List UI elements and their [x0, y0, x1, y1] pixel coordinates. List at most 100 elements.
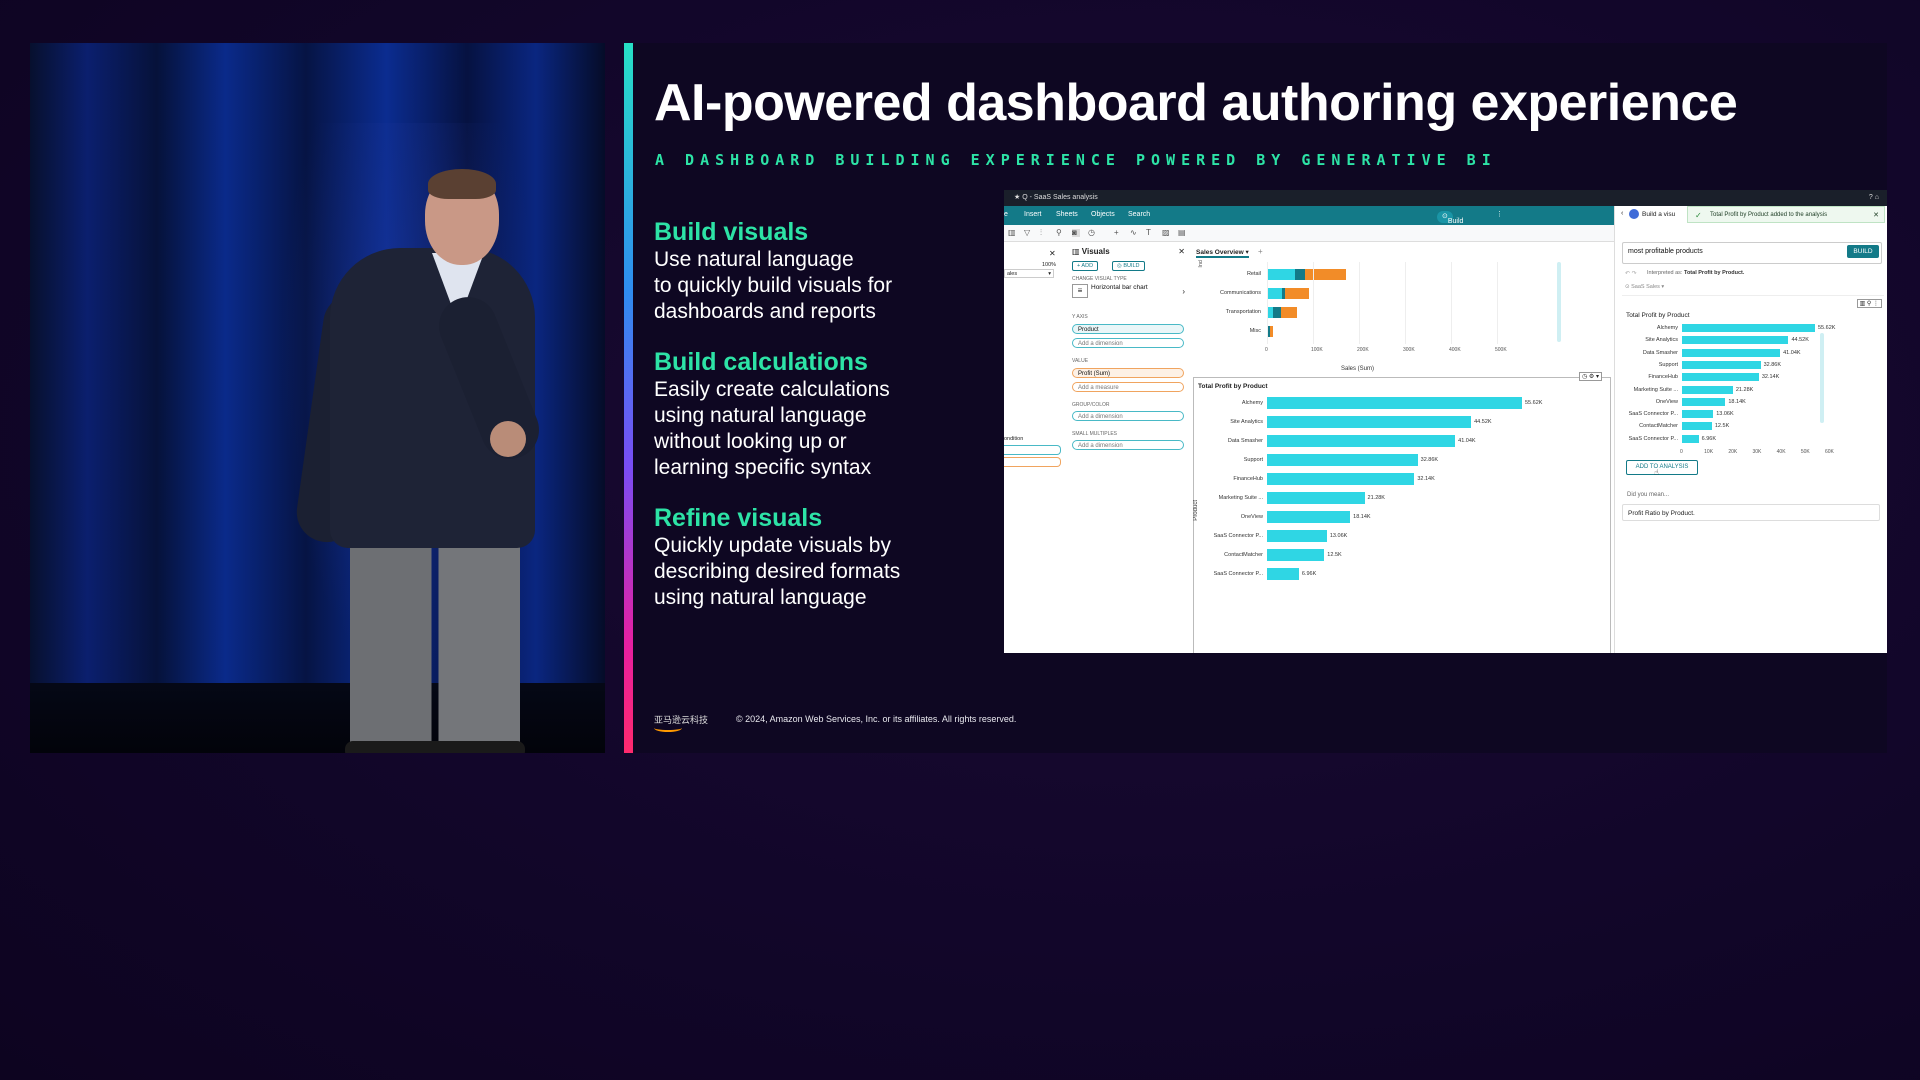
bar-row[interactable]: Data Smasher 41.04K — [1643, 348, 1815, 357]
bar-row[interactable]: Site Analytics 44.52K — [1230, 416, 1522, 428]
dataset-selector[interactable]: ⊙ SaaS Sales ▾ — [1625, 284, 1665, 290]
bar[interactable] — [1682, 360, 1761, 369]
more-icon[interactable]: ⋮ — [1496, 211, 1503, 218]
close-icon[interactable]: ✕ — [1049, 249, 1056, 258]
bar[interactable] — [1682, 385, 1733, 394]
bar[interactable] — [1267, 492, 1365, 504]
bar-row[interactable]: SaaS Connector P... 6.96K — [1214, 568, 1522, 580]
bar[interactable] — [1682, 434, 1699, 443]
bar-row[interactable]: Alchemy 55.62K — [1242, 397, 1542, 409]
build-visual-button[interactable]: ⊙ Build visual — [1437, 211, 1466, 237]
bar[interactable] — [1267, 530, 1327, 542]
add-dimension-field[interactable]: Add a dimension — [1072, 338, 1184, 348]
build-button[interactable]: ◎ BUILD — [1112, 261, 1145, 271]
chart-icon[interactable]: ▥ — [1008, 228, 1016, 237]
bar[interactable] — [1682, 336, 1789, 345]
bar[interactable] — [1267, 397, 1522, 409]
image-icon[interactable]: ▨ — [1162, 228, 1170, 237]
text-icon[interactable]: T — [1146, 228, 1151, 237]
menu-item[interactable]: e — [1004, 211, 1008, 218]
stacked-bar-segment[interactable] — [1267, 288, 1282, 299]
bar-row[interactable]: OneView 18.14K — [1656, 397, 1815, 406]
stacked-bar-segment[interactable] — [1267, 269, 1295, 280]
bar-row[interactable]: Marketing Suite ... 21.28K — [1219, 492, 1522, 504]
bar-row[interactable]: Marketing Suite ... 21.28K — [1634, 385, 1815, 394]
bar-row[interactable]: SaaS Connector P... 13.06K — [1214, 530, 1522, 542]
bar[interactable] — [1267, 568, 1299, 580]
stacked-bar-segment[interactable] — [1269, 326, 1273, 337]
bar-row[interactable]: SaaS Connector P... 6.96K — [1629, 434, 1815, 443]
stacked-bar-segment[interactable] — [1294, 269, 1306, 280]
bar-row[interactable]: FinanceHub 32.14K — [1233, 473, 1522, 485]
bar[interactable] — [1267, 454, 1418, 466]
condition-field[interactable] — [1004, 457, 1061, 467]
filter-icon[interactable]: ▽ — [1024, 228, 1031, 237]
add-to-analysis-button[interactable]: ADD TO ANALYSIS — [1626, 460, 1698, 475]
bar[interactable] — [1682, 422, 1712, 431]
bar[interactable] — [1682, 410, 1714, 419]
bar[interactable] — [1682, 397, 1726, 406]
build-button[interactable]: BUILD — [1847, 245, 1879, 258]
close-icon[interactable]: ✕ — [1178, 247, 1185, 256]
bar[interactable] — [1267, 416, 1472, 428]
bar-row[interactable]: OneView 18.14K — [1241, 511, 1522, 523]
horizontal-bar-chart-icon[interactable]: ≡ — [1072, 284, 1088, 298]
value-field[interactable]: Profit (Sum) — [1072, 368, 1184, 378]
bar[interactable] — [1267, 435, 1456, 447]
help-icon[interactable]: ? ⌂ — [1868, 194, 1879, 201]
stacked-bar-segment[interactable] — [1285, 288, 1309, 299]
bar-row[interactable]: FinanceHub 32.14K — [1648, 373, 1815, 382]
visual-menu-icon[interactable]: ◷ ⚙ ▾ — [1579, 372, 1602, 381]
undo-redo-icon[interactable]: ↶ ↷ — [1625, 271, 1637, 277]
menu-objects[interactable]: Objects — [1091, 211, 1115, 218]
y-axis-field[interactable]: Product — [1072, 324, 1184, 334]
bar-row[interactable]: ContactMatcher 12.5K — [1224, 549, 1522, 561]
bar[interactable] — [1682, 348, 1781, 357]
bar-row[interactable]: Support 32.86K — [1659, 360, 1815, 369]
stacked-bar-segment[interactable] — [1267, 326, 1270, 337]
condition-field[interactable] — [1004, 445, 1061, 455]
bar[interactable] — [1267, 549, 1325, 561]
add-sheet-icon[interactable]: + — [1258, 247, 1263, 256]
visual-icon[interactable]: ◙ — [1072, 229, 1080, 237]
menu-insert[interactable]: Insert — [1024, 211, 1042, 218]
bar-row[interactable]: Support 32.86K — [1244, 454, 1522, 466]
add-icon[interactable]: + — [1114, 228, 1119, 237]
back-chevron-icon[interactable]: ‹ — [1621, 210, 1624, 217]
sliders-icon[interactable]: ⫶ — [1040, 228, 1042, 237]
scrollbar[interactable] — [1557, 262, 1561, 342]
dataset-dropdown[interactable]: ales ▾ — [1004, 269, 1054, 278]
bar[interactable] — [1682, 373, 1759, 382]
stacked-bar-segment[interactable] — [1305, 269, 1346, 280]
add-dimension-field[interactable]: Add a dimension — [1072, 411, 1184, 421]
bar-row[interactable]: SaaS Connector P... 13.06K — [1629, 410, 1815, 419]
stacked-bar-segment[interactable] — [1281, 288, 1286, 299]
bar-row[interactable]: ContactMatcher 12.5K — [1639, 422, 1815, 431]
query-input[interactable]: most profitable products — [1622, 242, 1882, 264]
stacked-bar-segment[interactable] — [1273, 307, 1282, 318]
bar[interactable] — [1267, 473, 1415, 485]
table-icon[interactable]: ▤ — [1178, 228, 1186, 237]
tab-sales-overview[interactable]: Sales Overview ▾ — [1196, 249, 1249, 258]
bar-row[interactable]: Alchemy 55.62K — [1657, 324, 1835, 332]
add-dimension-field[interactable]: Add a dimension — [1072, 440, 1184, 450]
suggestion-item[interactable]: Profit Ratio by Product. — [1622, 504, 1880, 521]
bar[interactable] — [1682, 324, 1815, 332]
line-icon[interactable]: ∿ — [1130, 228, 1137, 237]
bar-row[interactable]: Site Analytics 44.52K — [1645, 336, 1815, 345]
add-measure-field[interactable]: Add a measure — [1072, 382, 1184, 392]
main-chart-frame[interactable] — [1193, 377, 1611, 653]
menu-search[interactable]: Search — [1128, 211, 1151, 218]
chevron-right-icon[interactable]: › — [1182, 287, 1185, 296]
menu-sheets[interactable]: Sheets — [1056, 211, 1078, 218]
close-icon[interactable]: ✕ — [1873, 212, 1879, 219]
bar-row[interactable]: Data Smasher 41.04K — [1228, 435, 1522, 447]
visual-type-label[interactable]: Horizontal bar chart — [1091, 284, 1148, 291]
stacked-bar-segment[interactable] — [1267, 307, 1274, 318]
add-button[interactable]: + ADD — [1072, 261, 1099, 271]
pin-icon[interactable]: ⚲ — [1056, 228, 1062, 237]
clock-icon[interactable]: ◷ — [1088, 228, 1095, 237]
bar[interactable] — [1267, 511, 1351, 523]
scrollbar[interactable] — [1820, 333, 1824, 423]
chart-options-icon[interactable]: ▥ ⚲ ⋮ — [1856, 299, 1882, 308]
